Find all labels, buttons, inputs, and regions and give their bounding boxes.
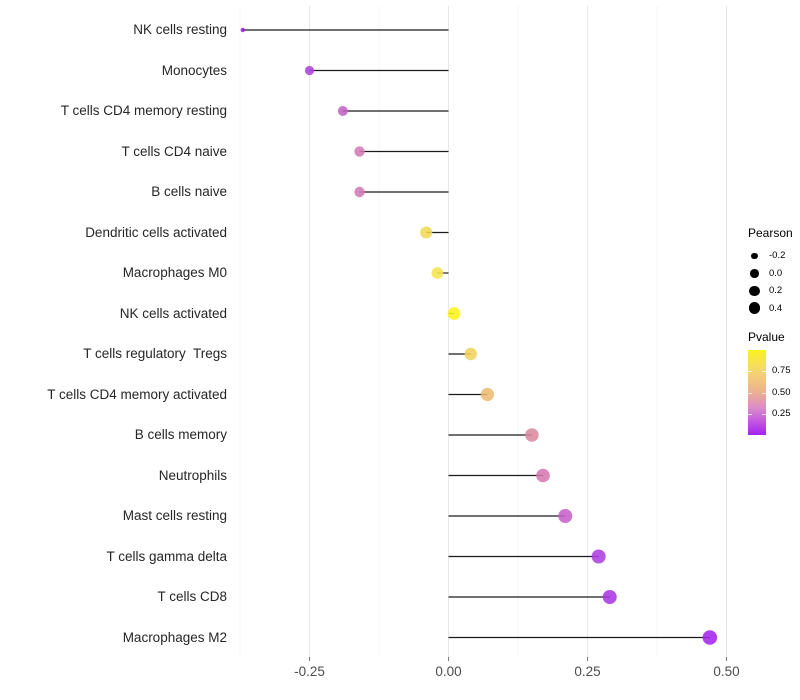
pvalue-tick-notch (748, 392, 752, 394)
size-legend-dot-icon (751, 252, 758, 259)
pvalue-tick-notch (762, 413, 766, 415)
pvalue-tick-notch (762, 392, 766, 394)
legend-pearson-item: 0.0 (748, 265, 793, 283)
pvalue-colorbar-wrap: 0.75 0.50 0.25 (748, 350, 791, 435)
lollipop-dot (240, 27, 245, 33)
y-axis-label: T cells CD4 naive (121, 143, 227, 159)
pvalue-tick-notch (748, 413, 752, 415)
x-tick-label: 0.00 (435, 664, 461, 679)
y-axis-label: Mast cells resting (122, 508, 227, 523)
pvalue-tick-notch (748, 371, 752, 373)
legend-pearson-item: 0.4 (748, 300, 793, 318)
lollipop-dot (602, 590, 617, 604)
lollipop-dot (558, 509, 573, 523)
legend-pearson-item: -0.2 (748, 247, 793, 265)
pvalue-tick-label: 0.25 (772, 407, 791, 419)
lollipop-dot (420, 226, 433, 239)
y-axis-label: NK cells resting (133, 22, 227, 37)
lollipop-dot (702, 630, 718, 645)
lollipop-dot (591, 549, 606, 564)
lollipop-dot (354, 146, 365, 157)
legend-dot-cell (748, 252, 761, 259)
y-axis-label: T cells gamma delta (106, 548, 227, 564)
y-axis-label: Dendritic cells activated (85, 224, 227, 240)
lollipop-dot (480, 387, 495, 402)
legend-dot-cell (748, 285, 761, 296)
legend-dot-cell (748, 268, 761, 278)
y-axis-label: B cells memory (134, 427, 227, 442)
lollipop-dot (536, 468, 550, 483)
y-axis-label: T cells CD4 memory activated (47, 386, 227, 402)
y-axis-label: Macrophages M2 (122, 629, 227, 645)
x-tick-label: -0.25 (294, 664, 325, 679)
size-legend-label: 0.4 (769, 302, 783, 314)
size-legend-label: 0.0 (769, 267, 783, 279)
lollipop-dot (304, 65, 315, 76)
lollipop-dot (354, 186, 365, 198)
size-legend-label: 0.2 (769, 285, 783, 297)
size-legend-dot-icon (749, 285, 760, 296)
size-legend-label: -0.2 (769, 250, 786, 262)
y-axis-label: NK cells activated (119, 305, 227, 321)
lollipop-dot (525, 428, 539, 442)
pvalue-gradient-bar (748, 350, 766, 435)
y-axis-label: Neutrophils (158, 467, 227, 483)
x-tick-label: 0.25 (574, 664, 600, 679)
y-axis-label: B cells naive (151, 184, 227, 199)
y-axis-label: T cells CD8 (157, 589, 227, 604)
y-axis-label: Monocytes (161, 62, 227, 78)
pvalue-tick-label: 0.75 (772, 365, 791, 377)
lollipop-dot (337, 106, 348, 116)
legend-pearson-size: Pearson -0.2 0.0 0.2 0.4 (748, 226, 793, 317)
legend-pearson-item: 0.2 (748, 282, 793, 300)
legend-pearson-items: -0.2 0.0 0.2 0.4 (748, 247, 793, 317)
pvalue-tick-label: 0.50 (772, 386, 791, 398)
size-legend-dot-icon (750, 268, 759, 278)
legend-dot-cell (748, 302, 761, 315)
lollipop-dot (431, 267, 444, 279)
y-axis-label: T cells regulatory Tregs (83, 346, 227, 361)
lollipop-dot (447, 307, 461, 320)
pvalue-tick-notch (762, 371, 766, 373)
legend-pvalue-color: Pvalue 0.75 0.50 0.25 (748, 330, 791, 435)
lollipop-dot (464, 347, 477, 361)
y-axis-label: Macrophages M0 (122, 265, 227, 280)
y-axis-label: T cells CD4 memory resting (60, 103, 227, 118)
x-tick-label: 0.50 (713, 664, 739, 679)
legend-pvalue-title: Pvalue (748, 330, 785, 344)
size-legend-dot-icon (748, 302, 761, 315)
legend-pearson-title: Pearson (748, 226, 793, 240)
